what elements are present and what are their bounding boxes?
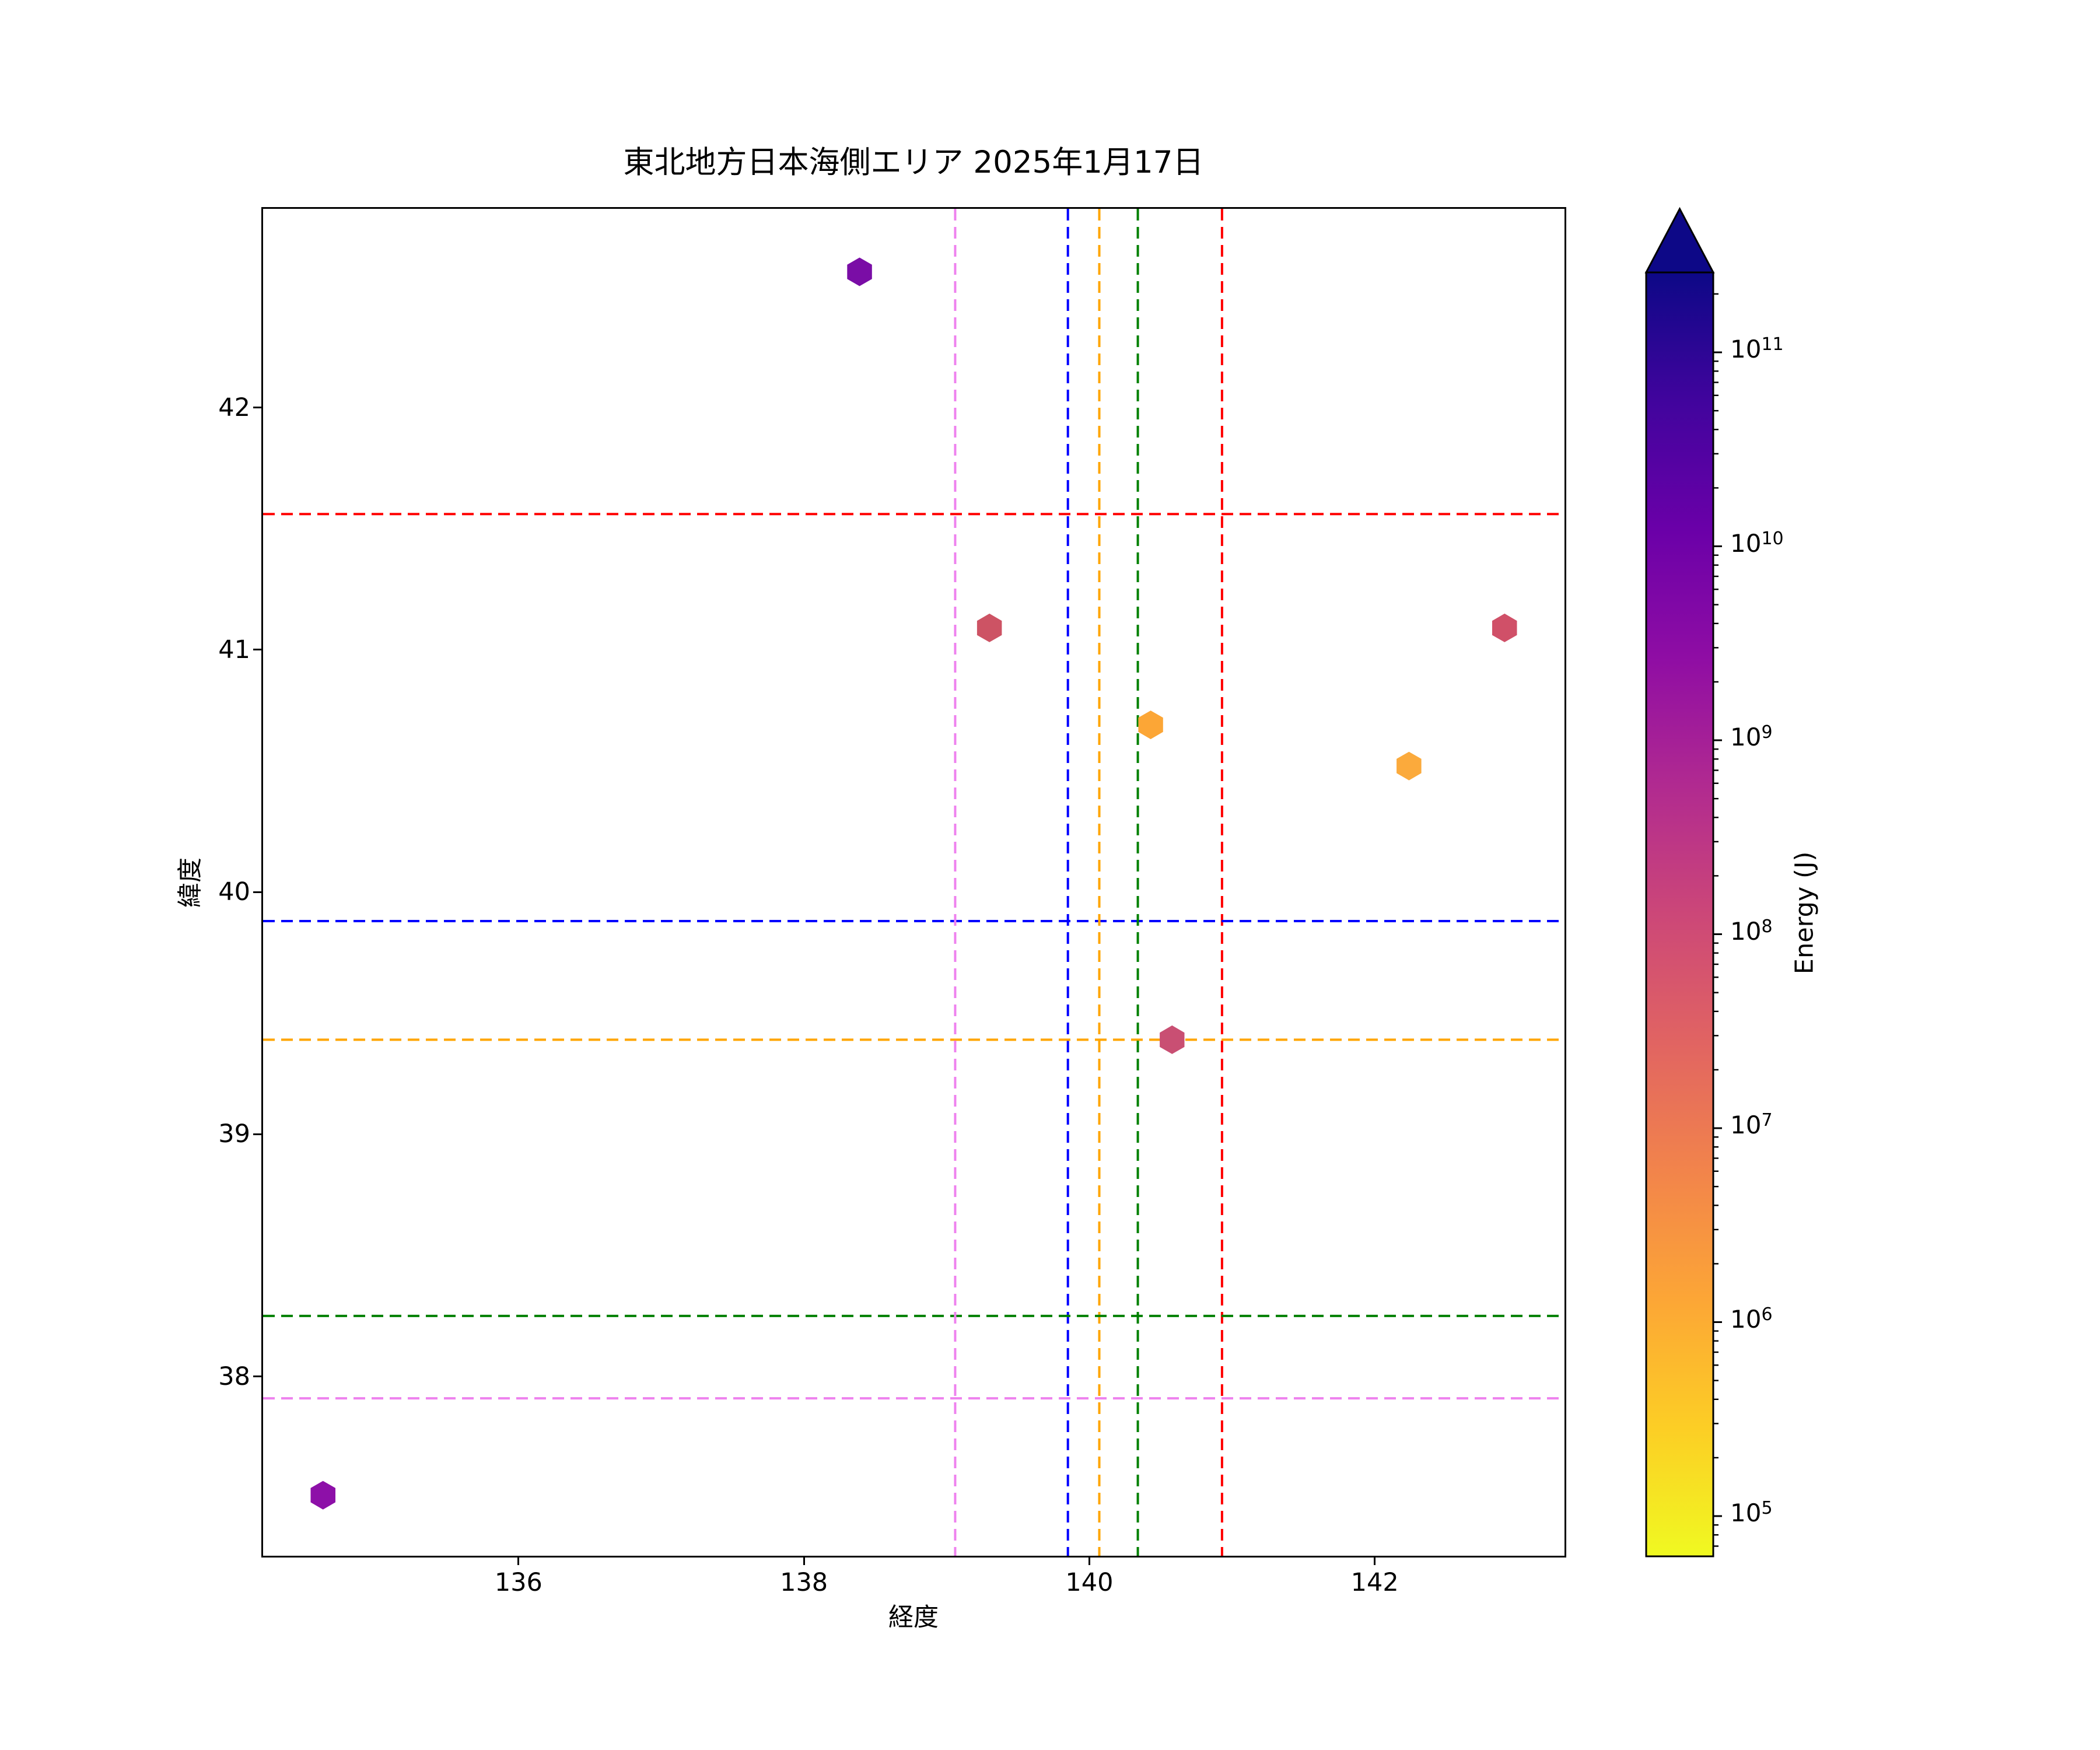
y-tick-mark: [253, 1376, 262, 1378]
colorbar-tick-label: 107: [1730, 1110, 1773, 1139]
data-point-hexagon: [1492, 613, 1517, 642]
y-axis-label: 緯度: [176, 858, 205, 908]
colorbar-tick-label: 108: [1730, 916, 1773, 946]
scatter-canvas: [263, 209, 1564, 1556]
y-tick-mark: [253, 649, 262, 651]
y-tick-label: 41: [218, 635, 250, 664]
y-tick-label: 42: [218, 393, 250, 422]
x-axis-label: 経度: [888, 1603, 939, 1632]
y-tick-label: 39: [218, 1119, 250, 1149]
data-point-hexagon: [310, 1480, 335, 1510]
colorbar-axis-label: Energy (J): [1790, 851, 1819, 975]
data-point-hexagon: [1160, 1025, 1185, 1054]
data-point-hexagon: [977, 613, 1002, 642]
colorbar-tick-label: 105: [1730, 1498, 1773, 1527]
x-tick-label: 142: [1350, 1568, 1399, 1597]
x-tick-label: 138: [780, 1568, 828, 1597]
x-tick-mark: [803, 1556, 805, 1565]
x-tick-label: 136: [494, 1568, 542, 1597]
colorbar-tick-label: 1011: [1730, 334, 1784, 363]
plot-area: [261, 207, 1566, 1558]
chart-title: 東北地方日本海側エリア 2025年1月17日: [623, 145, 1204, 180]
data-point-hexagon: [1138, 710, 1163, 740]
colorbar-bar: [1645, 271, 1714, 1558]
data-point-hexagon: [1396, 751, 1422, 780]
y-tick-mark: [253, 891, 262, 893]
x-tick-mark: [1374, 1556, 1376, 1565]
y-tick-mark: [253, 407, 262, 409]
x-tick-label: 140: [1065, 1568, 1114, 1597]
colorbar-tick-label: 109: [1730, 722, 1773, 751]
y-tick-label: 40: [218, 877, 250, 907]
data-point-hexagon: [847, 257, 872, 286]
colorbar-tick-label: 1010: [1730, 528, 1784, 558]
colorbar: [1644, 206, 1722, 1558]
x-tick-mark: [1088, 1556, 1090, 1565]
x-tick-mark: [517, 1556, 520, 1565]
y-tick-label: 38: [218, 1362, 250, 1391]
colorbar-tick-label: 106: [1730, 1304, 1773, 1334]
y-tick-mark: [253, 1133, 262, 1135]
colorbar-extend-arrow: [1644, 206, 1715, 274]
